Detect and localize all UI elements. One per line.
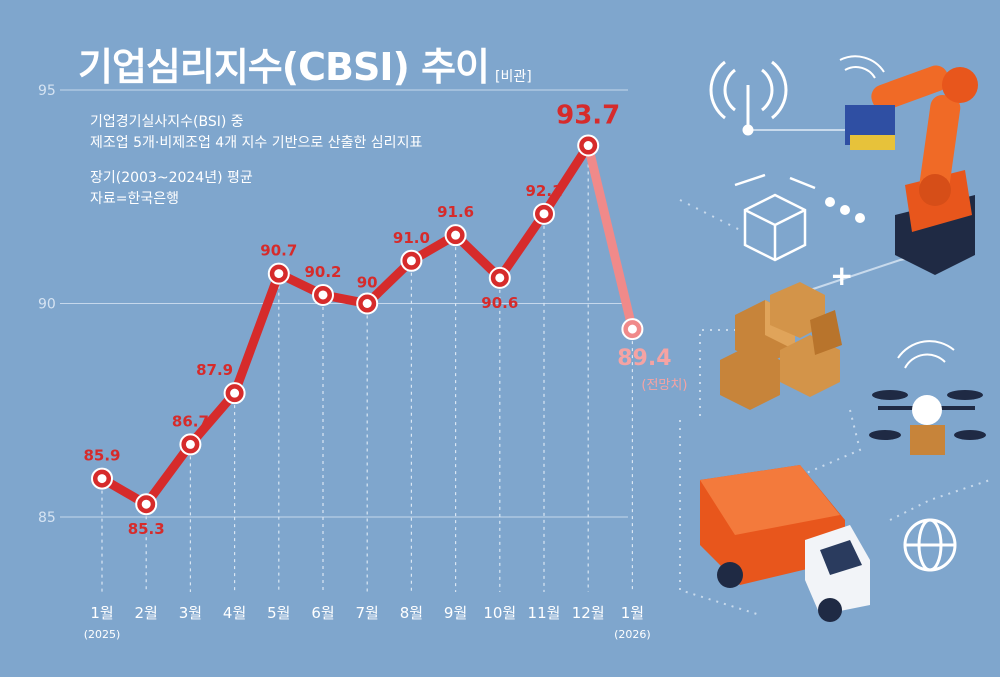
data-label: 85.9 (83, 447, 120, 465)
chart-title: 기업심리지수(CBSI) 추이 [비관] (78, 36, 532, 91)
title-main: 기업심리지수 (78, 45, 283, 89)
data-label: 91.6 (437, 203, 474, 221)
illustration: + (679, 55, 991, 622)
data-point-center (539, 209, 549, 219)
title-tail: 추이 (408, 45, 490, 89)
x-tick-label: 12월 (572, 604, 605, 622)
unit-label: [비관] (495, 68, 532, 85)
data-point-center (318, 290, 328, 300)
data-label: 90 (357, 274, 378, 292)
series-line-forecast (583, 141, 637, 334)
truck-icon (700, 465, 870, 622)
series-line (97, 141, 637, 509)
boxes-icon (720, 282, 842, 410)
data-label: 90.2 (304, 263, 341, 281)
data-point-center (362, 299, 372, 308)
drone-icon (869, 390, 986, 455)
signal-icon (709, 60, 788, 136)
data-point-center (230, 388, 240, 398)
data-point-center (583, 141, 593, 151)
plus-icon: + (830, 259, 853, 292)
data-point-center (185, 439, 195, 449)
y-tick-label: 85 (38, 510, 56, 526)
note-line-2: 제조업 5개·비제조업 4개 지수 기반으로 산출한 심리지표 (90, 135, 423, 151)
x-tick-sublabel: (2025) (84, 628, 121, 641)
x-tick-label: 5월 (267, 604, 290, 622)
y-axis-ticks: 85 90 95 (38, 83, 56, 526)
x-guide-lines (101, 157, 634, 592)
x-tick-label: 11월 (528, 604, 561, 622)
data-point-center (627, 324, 637, 334)
y-tick-label: 90 (38, 297, 56, 313)
data-label: 87.9 (196, 361, 233, 379)
data-point-center (406, 256, 416, 266)
series-line-actual (97, 141, 593, 509)
globe-icon (903, 518, 957, 572)
data-label: 89.4 (617, 346, 671, 371)
x-tick-label: 1월 (621, 604, 644, 622)
data-label: 92.1 (525, 182, 562, 200)
cube-outline-icon (734, 173, 816, 262)
x-tick-label: 2월 (135, 604, 158, 622)
note-block-2: 장기(2003~2024년) 평균 자료=한국은행 (90, 168, 253, 210)
data-label: 90.6 (481, 294, 518, 312)
x-tick-label: 1월 (90, 604, 113, 622)
data-point-center (451, 230, 461, 240)
data-point-center (274, 269, 284, 279)
x-axis-ticks: 1월 (2025) 2월 3월 4월 5월 6월 7월 8월 9월 10월 11월 12월 1월 (2026… (84, 604, 651, 641)
data-point-center (495, 273, 505, 283)
note-block-1: 기업경기실사지수(BSI) 중 제조업 5개·비제조업 4개 지수 기반으로 산… (90, 112, 422, 154)
note-line-4: 자료=한국은행 (90, 191, 180, 207)
data-point-center (97, 474, 107, 484)
data-label: 93.7 (556, 101, 620, 131)
x-tick-label: 3월 (179, 604, 202, 622)
forecast-label: (전망치) (641, 378, 687, 393)
x-tick-label: 7월 (356, 604, 379, 622)
data-label: 90.7 (260, 242, 297, 260)
note-line-1: 기업경기실사지수(BSI) 중 (90, 114, 244, 130)
y-tick-label: 95 (38, 83, 56, 99)
data-label: 85.3 (128, 520, 165, 538)
data-point-center (141, 499, 151, 509)
data-points (91, 134, 644, 516)
data-label: 91.0 (393, 229, 430, 247)
x-tick-label: 9월 (444, 604, 467, 622)
x-tick-sublabel: (2026) (614, 628, 651, 641)
wifi-icon (839, 55, 885, 79)
robot-arm-icon (845, 65, 978, 275)
x-tick-label: 4월 (223, 604, 246, 622)
x-tick-label: 6월 (311, 604, 334, 622)
data-label: 86.7 (172, 412, 209, 430)
x-tick-label: 8월 (400, 604, 423, 622)
data-labels: 85.9 85.3 86.7 87.9 90.7 90.2 90 91.0 91.6 90.6 92… (83, 101, 687, 539)
x-tick-label: 10월 (483, 604, 516, 622)
note-line-3: 장기(2003~2024년) 평균 (90, 170, 253, 186)
title-paren: (CBSI) (281, 45, 410, 89)
